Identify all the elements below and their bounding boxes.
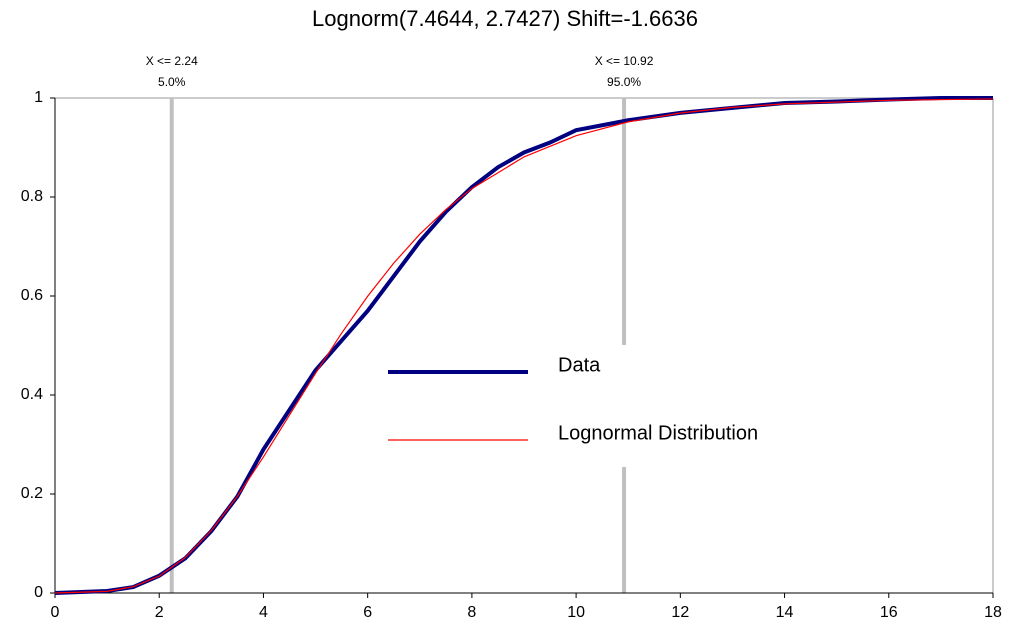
x-tick-label: 6 [363, 604, 372, 621]
x-tick-label: 14 [776, 604, 794, 621]
x-tick-label: 16 [880, 604, 898, 621]
chart-title: Lognorm(7.4644, 2.7427) Shift=-1.6636 [312, 6, 698, 31]
x-tick-label: 18 [984, 604, 1002, 621]
x-tick-label: 12 [671, 604, 689, 621]
marker-probability: 5.0% [158, 75, 186, 89]
y-tick-label: 0 [34, 584, 43, 601]
y-tick-label: 0.4 [21, 386, 43, 403]
marker-probability: 95.0% [607, 75, 641, 89]
legend-label: Data [558, 354, 601, 376]
x-tick-label: 8 [467, 604, 476, 621]
legend-box [380, 345, 830, 467]
marker-label: X <= 2.24 [146, 54, 198, 68]
y-tick-label: 0.6 [21, 287, 43, 304]
x-tick-label: 4 [259, 604, 268, 621]
y-tick-label: 0.2 [21, 485, 43, 502]
x-tick-label: 10 [567, 604, 585, 621]
x-tick-label: 2 [155, 604, 164, 621]
data-line [54, 98, 994, 594]
x-tick-label: 0 [51, 604, 60, 621]
y-tick-label: 1 [34, 89, 43, 106]
y-tick-label: 0.8 [21, 188, 43, 205]
legend-label: Lognormal Distribution [558, 422, 758, 444]
marker-label: X <= 10.92 [595, 54, 654, 68]
